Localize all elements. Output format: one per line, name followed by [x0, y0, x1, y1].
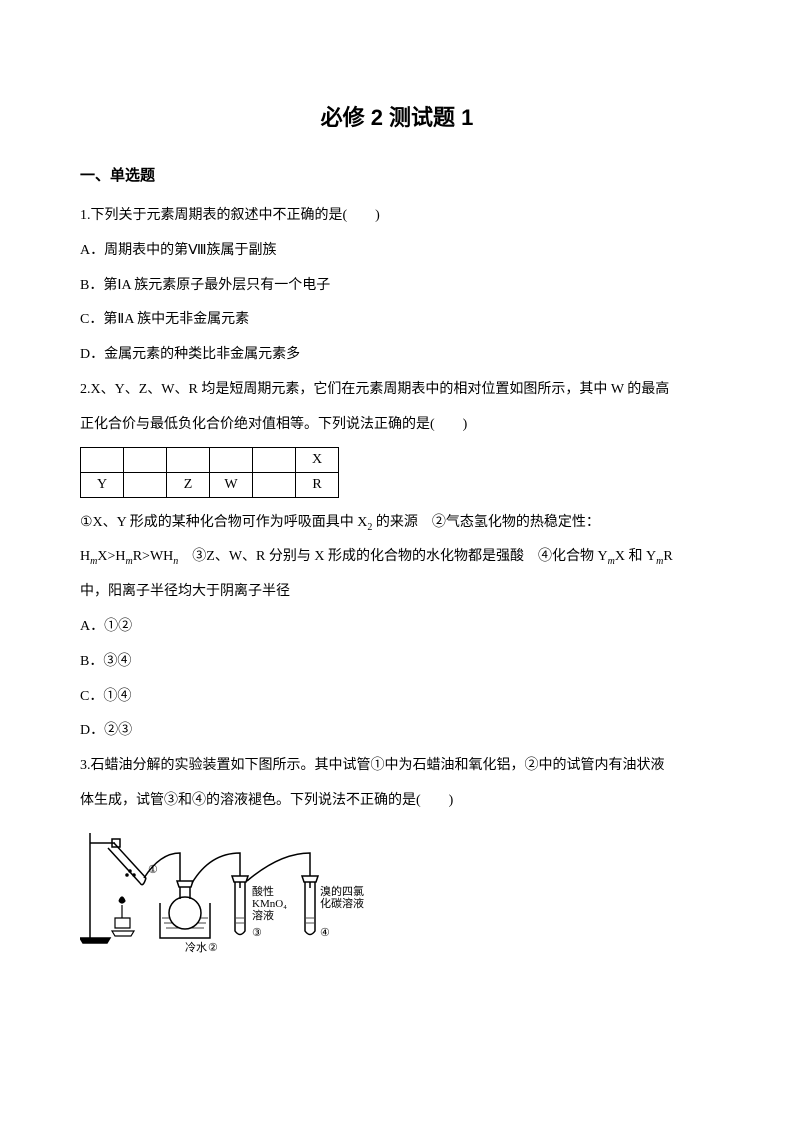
table-cell [253, 472, 296, 497]
page-title: 必修 2 测试题 1 [80, 100, 714, 132]
table-cell: W [210, 472, 253, 497]
q2-periodic-table-fragment: X Y Z W R [80, 447, 339, 498]
q2-stem-line1: 2.X、Y、Z、W、R 均是短周期元素，它们在元素周期表中的相对位置如图所示，其… [80, 375, 714, 406]
apparatus-svg: ① 冷水 ② 酸性 KMnO₄ 溶液 ③ 溴的四氯 化碳溶液 ④ [80, 823, 380, 953]
figure-label-3d: ③ [252, 927, 262, 939]
text-fragment: X 和 Y [615, 549, 656, 564]
table-cell [124, 472, 167, 497]
section-heading: 一、单选题 [80, 164, 714, 185]
table-cell [167, 447, 210, 472]
text-fragment: ③Z、W、R 分别与 X 形成的化合物的水化物都是强酸 ④化合物 Y [178, 549, 607, 564]
q1-stem: 1.下列关于元素周期表的叙述中不正确的是( ) [80, 201, 714, 232]
figure-label-4c: ④ [320, 927, 330, 939]
figure-label-3a: 酸性 [252, 884, 274, 898]
q2-option-a: A．①② [80, 612, 714, 643]
q1-option-c: C．第ⅡA 族中无非金属元素 [80, 305, 714, 336]
subscript-italic: m [608, 556, 615, 567]
q2-statement-line1: ①X、Y 形成的某种化合物可作为呼吸面具中 X2 的来源 ②气态氢化物的热稳定性… [80, 508, 714, 539]
text-fragment: H [80, 549, 90, 564]
subscript-italic: m [125, 556, 132, 567]
table-cell [124, 447, 167, 472]
q1-option-b: B．第ⅠA 族元素原子最外层只有一个电子 [80, 271, 714, 302]
q3-apparatus-figure: ① 冷水 ② 酸性 KMnO₄ 溶液 ③ 溴的四氯 化碳溶液 ④ [80, 823, 714, 958]
q3-stem-line2: 体生成，试管③和④的溶液褪色。下列说法不正确的是( ) [80, 786, 714, 817]
text-fragment: R [663, 549, 672, 564]
table-cell: Z [167, 472, 210, 497]
q2-stem-line2: 正化合价与最低负化合价绝对值相等。下列说法正确的是( ) [80, 410, 714, 441]
q1-option-d: D．金属元素的种类比非金属元素多 [80, 340, 714, 371]
text-fragment: ①X、Y 形成的某种化合物可作为呼吸面具中 X [80, 515, 367, 530]
table-cell [253, 447, 296, 472]
text-fragment: R>WH [133, 549, 174, 564]
figure-label-3b: KMnO₄ [252, 898, 287, 910]
table-cell: X [296, 447, 339, 472]
figure-label-2a: 冷水 [185, 941, 207, 953]
table-cell: Y [81, 472, 124, 497]
q3-stem-line1: 3.石蜡油分解的实验装置如下图所示。其中试管①中为石蜡油和氧化铝，②中的试管内有… [80, 751, 714, 782]
q2-statement-line3: 中，阳离子半径均大于阴离子半径 [80, 577, 714, 608]
q2-statement-line2: HmX>HmR>WHn ③Z、W、R 分别与 X 形成的化合物的水化物都是强酸 … [80, 542, 714, 573]
subscript: 2 [367, 521, 372, 532]
exam-page: 必修 2 测试题 1 一、单选题 1.下列关于元素周期表的叙述中不正确的是( )… [0, 0, 794, 1123]
figure-label-4a: 溴的四氯 [320, 884, 364, 898]
q2-option-d: D．②③ [80, 716, 714, 747]
q1-option-a: A．周期表中的第Ⅷ族属于副族 [80, 236, 714, 267]
figure-label-2b: ② [208, 942, 218, 953]
table-cell [210, 447, 253, 472]
figure-label-4b: 化碳溶液 [320, 896, 364, 910]
table-row: Y Z W R [81, 472, 339, 497]
table-cell [81, 447, 124, 472]
text-fragment: 的来源 ②气态氢化物的热稳定性： [376, 515, 600, 530]
figure-label-1: ① [148, 864, 158, 876]
table-row: X [81, 447, 339, 472]
text-fragment: X>H [97, 549, 125, 564]
table-cell: R [296, 472, 339, 497]
figure-label-3c: 溶液 [252, 908, 274, 922]
q2-option-b: B．③④ [80, 647, 714, 678]
q2-option-c: C．①④ [80, 682, 714, 713]
